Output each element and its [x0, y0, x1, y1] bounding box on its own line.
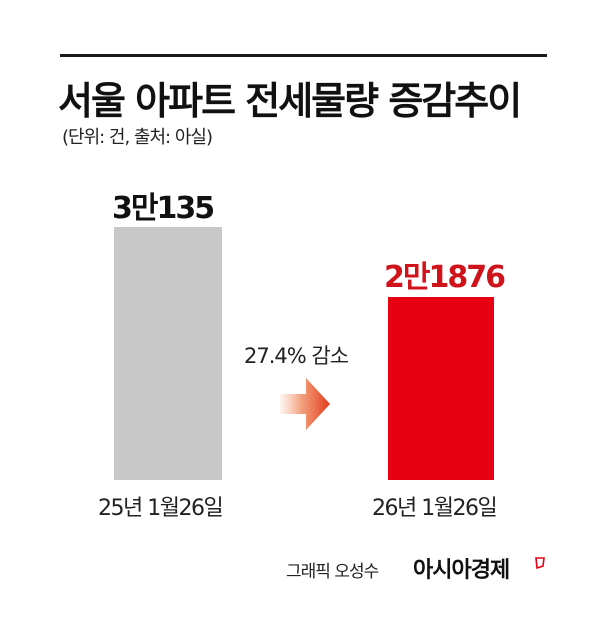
- bar-2025: [114, 227, 222, 480]
- brand-logo-text: 아시아경제: [413, 558, 510, 583]
- change-annotation: 27.4% 감소: [244, 344, 349, 368]
- x-label-2025: 25년 1월26일: [98, 496, 224, 521]
- bar-value-label-2025: 3만135: [112, 191, 215, 226]
- graphic-credit: 그래픽 오성수: [286, 562, 379, 582]
- arrow-right-icon: [280, 378, 330, 430]
- bar-value-label-2026: 2만1876: [384, 260, 506, 295]
- chart-title: 서울 아파트 전세물량 증감추이: [58, 79, 522, 123]
- bar-2026: [388, 297, 494, 480]
- x-label-2026: 26년 1월26일: [372, 496, 498, 521]
- brand-mark-icon: [535, 557, 545, 569]
- chart-subtitle: (단위: 건, 출처: 아실): [62, 127, 213, 148]
- title-rule: [60, 54, 547, 57]
